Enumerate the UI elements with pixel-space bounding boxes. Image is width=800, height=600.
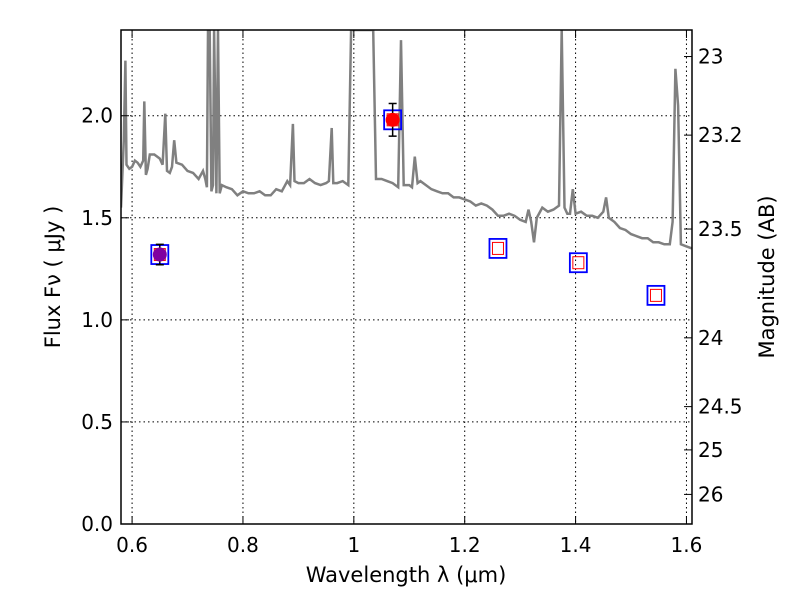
y2-tick-label: 23.5 (698, 217, 743, 241)
y2-tick-label: 23.2 (698, 123, 743, 147)
model-spectrum-line (121, 30, 692, 250)
x-tick-label: 1.4 (560, 533, 592, 557)
y2-axis-label: Magnitude (AB) (755, 195, 779, 358)
x-tick-label: 0.8 (227, 533, 259, 557)
y-axis-label: Flux Fν ( μJy ) (41, 206, 65, 349)
y-tick-label: 0.0 (81, 512, 113, 536)
observed-flux-point (385, 112, 400, 127)
model-photometry-inner (572, 256, 585, 270)
plot-contents (121, 30, 692, 306)
y-tick-label: 2.0 (81, 104, 113, 128)
y2-tick-label: 26 (698, 482, 723, 506)
y2-axis-ticks: 23 23.2 23.5 24 24.5 25 26 (684, 45, 743, 506)
y2-tick-label: 23 (698, 45, 723, 69)
x-tick-label: 1.2 (449, 533, 481, 557)
x-tick-label: 1.6 (671, 533, 703, 557)
y-tick-label: 1.5 (81, 206, 113, 230)
model-photometry-box (488, 238, 508, 259)
y-axis-ticks: 0.0 0.5 1.0 1.5 2.0 (81, 104, 129, 536)
y2-tick-label: 25 (698, 438, 723, 462)
observed-flux-point (152, 247, 167, 262)
plot-frame (120, 29, 693, 525)
model-photometry-box (646, 284, 666, 306)
model-photometry-box (568, 252, 588, 274)
y2-tick-label: 24.5 (698, 395, 743, 419)
y-tick-label: 1.0 (81, 308, 113, 332)
y2-tick-label: 24 (698, 326, 723, 350)
model-photometry-inner (649, 288, 662, 302)
x-axis-label: Wavelength λ (μm) (306, 563, 507, 587)
x-axis-ticks: 0.6 0.8 1 1.2 1.4 1.6 (116, 30, 702, 557)
photometry-markers (150, 102, 666, 306)
model-photometry-inner (491, 241, 504, 255)
x-tick-label: 1 (347, 533, 360, 557)
y-tick-label: 0.5 (81, 410, 113, 434)
x-tick-label: 0.6 (116, 533, 148, 557)
